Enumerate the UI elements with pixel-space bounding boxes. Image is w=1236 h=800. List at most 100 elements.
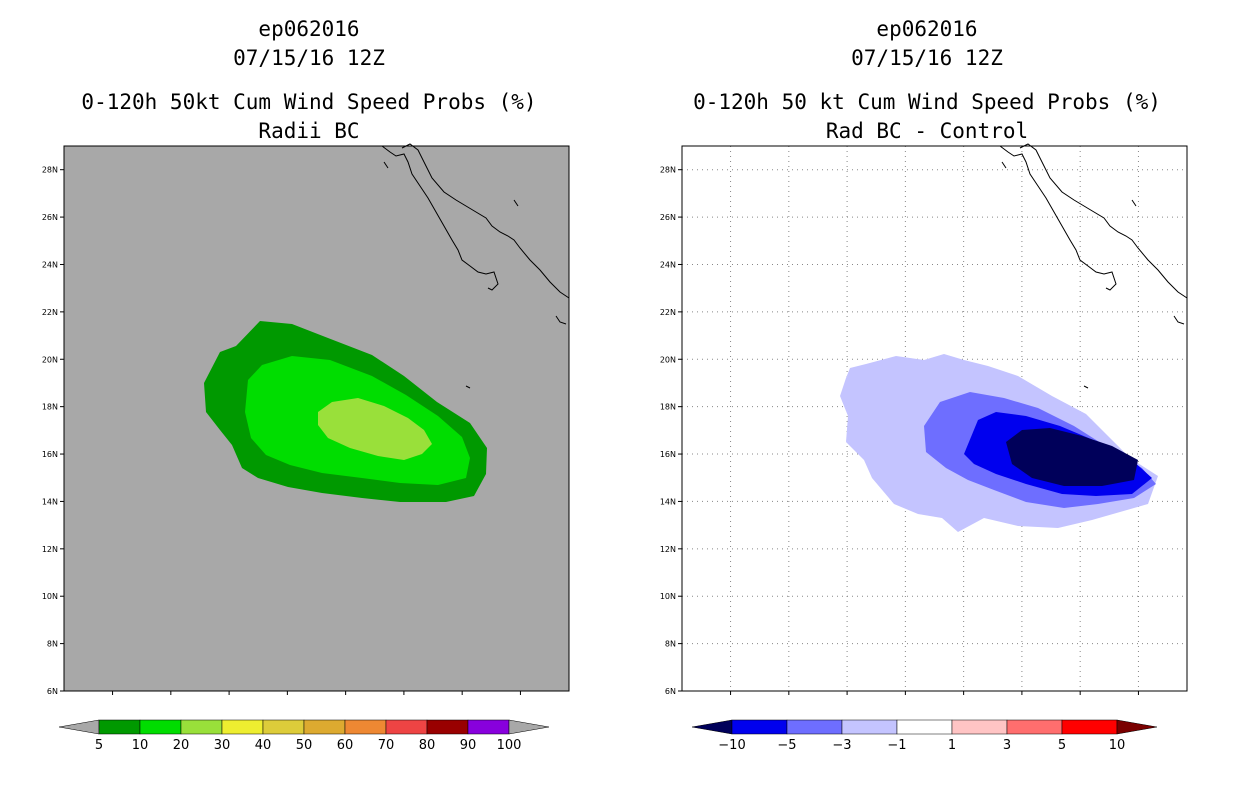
colorbar-swatch <box>180 719 223 735</box>
colorbar-swatch <box>344 719 387 735</box>
colorbar-swatch <box>841 719 898 735</box>
lat-label: 10N <box>42 592 58 601</box>
colorbar-label: 30 <box>214 738 231 753</box>
plot-subtitle: Rad BC - Control <box>825 119 1029 143</box>
lon-label: 123W <box>836 699 859 700</box>
colorbar-label: 100 <box>497 738 522 753</box>
colorbar-swatch <box>731 719 788 735</box>
colorbar-swatch <box>98 719 141 735</box>
datetime: 07/15/16 12Z <box>233 46 385 70</box>
colorbar-label: 20 <box>173 738 190 753</box>
lat-label: 6N <box>665 687 676 696</box>
lat-label: 24N <box>42 260 58 269</box>
colorbar-swatch <box>303 719 346 735</box>
colorbar-swatch <box>139 719 182 735</box>
map-axes: 28N 26N 24N 22N 20N 18N 16N 14N 12N 10N 8N 6N 129W 12… <box>660 166 1150 700</box>
colorbar-label: 40 <box>255 738 272 753</box>
lat-label: 24N <box>660 260 676 269</box>
lat-label: 16N <box>660 450 676 459</box>
coastline <box>381 143 570 389</box>
lat-label: 12N <box>42 545 58 554</box>
lat-label: 20N <box>42 355 58 364</box>
lat-label: 22N <box>660 308 676 317</box>
colorbar-label: 90 <box>460 738 477 753</box>
lat-label: 12N <box>660 545 676 554</box>
lat-label: 18N <box>660 403 676 412</box>
colorbar: 5 10 20 30 40 50 60 70 80 90 100 <box>58 719 550 753</box>
lat-label: 28N <box>660 166 676 175</box>
lon-label: 117W <box>334 699 357 700</box>
lon-label: 129W <box>101 699 124 700</box>
plot-title: 0-120h 50kt Cum Wind Speed Probs (%) <box>81 90 537 114</box>
colorbar-label: −5 <box>777 738 796 753</box>
lat-label: 14N <box>660 497 676 506</box>
colorbar-label: 10 <box>132 738 149 753</box>
colorbar-label: 70 <box>378 738 395 753</box>
lon-label: 120W <box>894 699 917 700</box>
lon-label: 123W <box>218 699 241 700</box>
lat-label: 8N <box>665 640 676 649</box>
colorbar-swatch <box>426 719 469 735</box>
colorbar-end-high <box>508 719 550 735</box>
lon-label: 117W <box>952 699 975 700</box>
lat-label: 28N <box>42 166 58 175</box>
colorbar-swatch <box>896 719 953 735</box>
lon-label: 114W <box>1010 699 1033 700</box>
panel-rad-bc-control: ep062016 07/15/16 12Z 0-120h 50 kt Cum W… <box>618 0 1236 800</box>
colorbar-swatch <box>1006 719 1063 735</box>
lon-label: 111W <box>1069 699 1092 700</box>
lat-label: 6N <box>47 687 58 696</box>
lat-label: 10N <box>660 592 676 601</box>
probability-map: 28N 26N 24N 22N 20N 18N 16N 14N 12N 10N 8N 6N 129W 12… <box>42 143 570 700</box>
colorbar-label: −10 <box>718 738 745 753</box>
lon-label: 129W <box>719 699 742 700</box>
colorbar-label: 80 <box>419 738 436 753</box>
colorbar-label: 3 <box>1003 738 1011 753</box>
lon-label: 126W <box>159 699 182 700</box>
plot-title: 0-120h 50 kt Cum Wind Speed Probs (%) <box>693 90 1161 114</box>
lat-label: 18N <box>42 403 58 412</box>
colorbar-label: 1 <box>948 738 956 753</box>
lon-label: 108W <box>1127 699 1150 700</box>
colorbar-label: 5 <box>95 738 103 753</box>
colorbar-label: 50 <box>296 738 313 753</box>
lat-label: 26N <box>42 213 58 222</box>
colorbar-swatch <box>385 719 428 735</box>
lon-label: 114W <box>392 699 415 700</box>
colorbar-swatch <box>221 719 264 735</box>
colorbar-label: 60 <box>337 738 354 753</box>
colorbar-swatch <box>786 719 843 735</box>
colorbar: −10 −5 −3 −1 1 3 5 10 <box>691 719 1158 753</box>
map-axes: 28N 26N 24N 22N 20N 18N 16N 14N 12N 10N 8N 6N 129W 12… <box>42 166 532 700</box>
colorbar-label: 5 <box>1058 738 1066 753</box>
lat-label: 14N <box>42 497 58 506</box>
datetime: 07/15/16 12Z <box>851 46 1003 70</box>
colorbar-swatch <box>467 719 510 735</box>
colorbar-end-high <box>1116 719 1158 735</box>
lat-label: 8N <box>47 640 58 649</box>
plot-subtitle: Radii BC <box>258 119 360 143</box>
lon-label: 120W <box>276 699 299 700</box>
colorbar-swatch <box>262 719 305 735</box>
difference-map: 28N 26N 24N 22N 20N 18N 16N 14N 12N 10N 8N 6N 129W 12… <box>660 143 1188 700</box>
colorbar-swatch <box>951 719 1008 735</box>
colorbar-end-low <box>58 719 100 735</box>
colorbar-swatch <box>1061 719 1118 735</box>
prob-contour-20 <box>318 398 432 460</box>
colorbar-label: −1 <box>887 738 906 753</box>
colorbar-label: −3 <box>832 738 851 753</box>
lat-label: 16N <box>42 450 58 459</box>
lon-label: 111W <box>451 699 474 700</box>
lat-label: 26N <box>660 213 676 222</box>
lon-label: 126W <box>777 699 800 700</box>
storm-id: ep062016 <box>876 17 978 41</box>
lat-label: 22N <box>42 308 58 317</box>
panel-radii-bc: ep062016 07/15/16 12Z 0-120h 50kt Cum Wi… <box>42 17 570 753</box>
lat-label: 20N <box>660 355 676 364</box>
colorbar-end-low <box>691 719 733 735</box>
map-frame <box>63 145 570 692</box>
colorbar-label: 10 <box>1109 738 1126 753</box>
map-frame <box>681 145 1188 692</box>
storm-id: ep062016 <box>258 17 360 41</box>
lon-label: 108W <box>509 699 532 700</box>
